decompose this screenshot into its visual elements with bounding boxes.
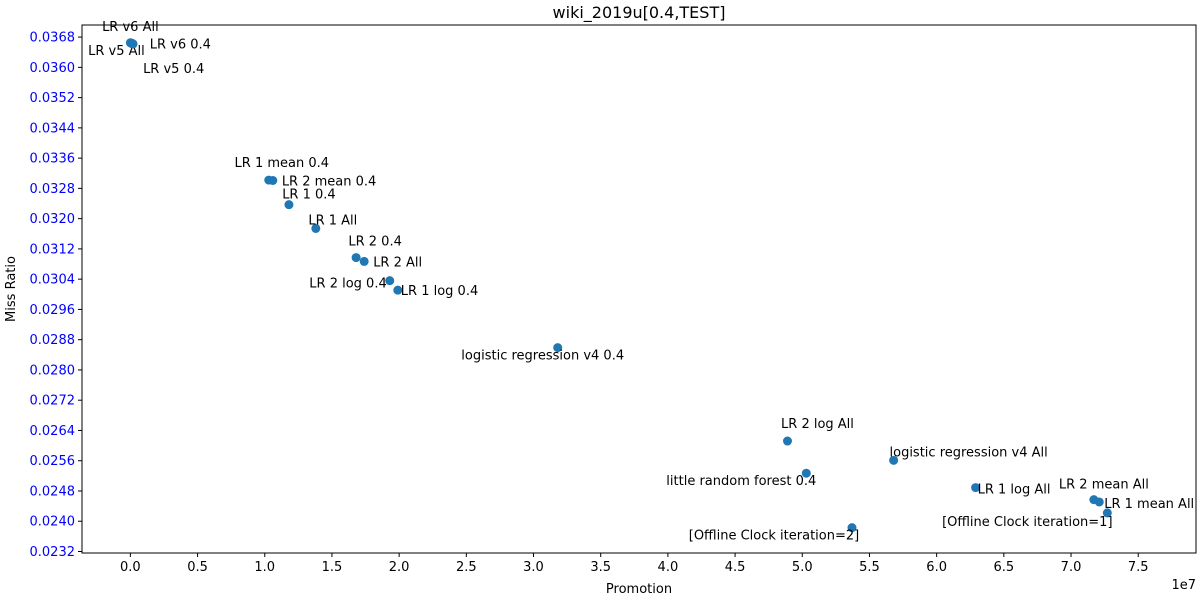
data-point-label: LR 2 log All bbox=[781, 417, 854, 432]
data-point-label: LR v6 0.4 bbox=[150, 38, 211, 53]
data-point bbox=[284, 200, 294, 210]
x-tick-label: 2.5 bbox=[456, 560, 477, 575]
y-tick-label: 0.0264 bbox=[30, 424, 76, 439]
y-tick-label: 0.0232 bbox=[30, 545, 76, 560]
y-tick-label: 0.0320 bbox=[30, 212, 76, 227]
data-point-label: [Offline Clock iteration=2] bbox=[689, 529, 859, 544]
data-point-label: LR 2 All bbox=[373, 255, 422, 270]
data-point bbox=[1094, 497, 1104, 507]
data-point-label: logistic regression v4 0.4 bbox=[461, 349, 624, 364]
data-point bbox=[128, 39, 138, 49]
y-tick-label: 0.0256 bbox=[30, 454, 76, 469]
y-tick-label: 0.0248 bbox=[30, 484, 76, 499]
plot-frame bbox=[81, 24, 1197, 554]
x-tick-label: 2.0 bbox=[389, 560, 410, 575]
x-tick-label: 3.5 bbox=[590, 560, 611, 575]
x-axis-label: Promotion bbox=[606, 582, 672, 597]
y-tick-label: 0.0368 bbox=[30, 31, 76, 46]
x-tick-label: 3.0 bbox=[523, 560, 544, 575]
data-point-label: LR 1 0.4 bbox=[282, 188, 336, 203]
y-axis: 0.0232 0.0240 0.0248 0.0256 0.0264 0.0272 0.02… bbox=[30, 31, 82, 560]
data-point-label: LR v5 0.4 bbox=[143, 62, 204, 77]
data-point-label: LR 1 All bbox=[308, 213, 357, 228]
data-point bbox=[311, 223, 321, 233]
x-tick-label: 1.5 bbox=[322, 560, 343, 575]
data-point-label: LR v5 All bbox=[88, 44, 145, 59]
x-tick-label: 4.5 bbox=[725, 560, 746, 575]
data-point bbox=[393, 285, 403, 295]
data-point-label: LR v6 All bbox=[102, 20, 159, 35]
data-point bbox=[268, 175, 278, 185]
data-point-label: LR 1 log All bbox=[978, 483, 1051, 498]
data-point bbox=[782, 436, 792, 446]
data-point bbox=[359, 256, 369, 266]
data-point-label: LR 2 mean 0.4 bbox=[282, 174, 377, 189]
data-point bbox=[553, 343, 563, 353]
y-tick-label: 0.0312 bbox=[30, 242, 76, 257]
y-tick-label: 0.0272 bbox=[30, 394, 76, 409]
x-tick-label: 0.0 bbox=[120, 560, 141, 575]
x-tick-label: 5.5 bbox=[859, 560, 880, 575]
data-point bbox=[889, 455, 899, 465]
data-point-label: little random forest 0.4 bbox=[666, 474, 816, 489]
x-tick-label: 7.0 bbox=[1061, 560, 1082, 575]
data-point-label: [Offline Clock iteration=1] bbox=[942, 515, 1112, 530]
x-tick-label: 5.0 bbox=[792, 560, 813, 575]
x-axis-offset-label: 1e7 bbox=[1171, 578, 1196, 593]
data-point-label: LR 1 log 0.4 bbox=[401, 284, 478, 299]
data-point bbox=[351, 253, 361, 263]
data-points: LR v6 All LR v6 0.4 LR v5 All LR v5 0.4 LR 1… bbox=[88, 20, 1194, 544]
y-tick-label: 0.0344 bbox=[30, 121, 76, 136]
data-point-label: LR 1 mean 0.4 bbox=[235, 156, 330, 171]
data-point-label: LR 1 mean All bbox=[1104, 497, 1194, 512]
x-tick-label: 4.0 bbox=[658, 560, 679, 575]
y-tick-label: 0.0328 bbox=[30, 182, 76, 197]
data-point bbox=[1102, 508, 1112, 518]
data-point bbox=[847, 523, 857, 533]
y-tick-label: 0.0240 bbox=[30, 515, 76, 530]
x-axis: 0.0 0.5 1.0 1.5 2.0 2.5 3.0 3.5 4.0 4.5 5.0 5.5 6.0 6… bbox=[120, 553, 1149, 575]
data-point-label: LR 2 mean All bbox=[1059, 478, 1149, 493]
x-tick-label: 0.5 bbox=[187, 560, 208, 575]
x-tick-label: 6.5 bbox=[993, 560, 1014, 575]
y-tick-label: 0.0352 bbox=[30, 91, 76, 106]
x-tick-label: 7.5 bbox=[1128, 560, 1149, 575]
y-tick-label: 0.0288 bbox=[30, 333, 76, 348]
data-point-label: LR 2 log 0.4 bbox=[309, 277, 386, 292]
data-point-label: logistic regression v4 All bbox=[890, 445, 1048, 460]
chart-title: wiki_2019u[0.4,TEST] bbox=[553, 3, 726, 23]
data-point-label: LR 2 0.4 bbox=[348, 235, 402, 250]
x-tick-label: 1.0 bbox=[254, 560, 275, 575]
y-tick-label: 0.0304 bbox=[30, 273, 76, 288]
y-tick-label: 0.0336 bbox=[30, 152, 76, 167]
data-point bbox=[971, 483, 981, 493]
data-point bbox=[801, 468, 811, 478]
data-point bbox=[385, 276, 395, 286]
y-tick-label: 0.0360 bbox=[30, 61, 76, 76]
y-tick-label: 0.0296 bbox=[30, 303, 76, 318]
y-tick-label: 0.0280 bbox=[30, 363, 76, 378]
x-tick-label: 6.0 bbox=[926, 560, 947, 575]
y-axis-label: Miss Ratio bbox=[4, 256, 19, 322]
